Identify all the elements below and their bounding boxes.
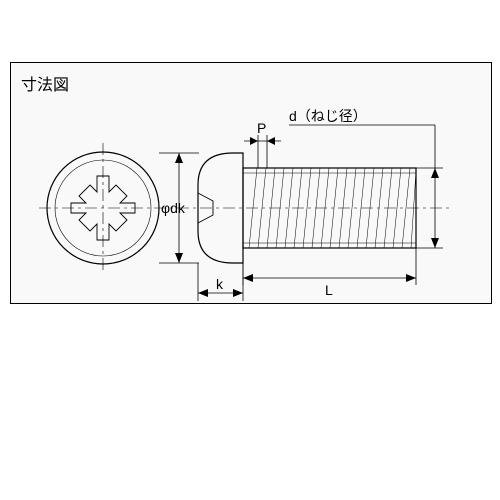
dim-d: d（ねじ径） <box>289 108 443 248</box>
label-d: d（ねじ径） <box>289 108 367 124</box>
label-L: L <box>325 282 333 298</box>
page: 寸法図 <box>0 0 500 500</box>
dim-L: L <box>243 248 416 298</box>
label-P: P <box>257 120 266 136</box>
diagram-frame: 寸法図 <box>10 62 492 304</box>
dim-P: P <box>244 120 281 168</box>
label-k: k <box>216 276 224 292</box>
dim-k: k <box>198 263 243 301</box>
diagram-svg: φdk k P <box>11 63 491 303</box>
label-phidk: φdk <box>161 200 186 216</box>
